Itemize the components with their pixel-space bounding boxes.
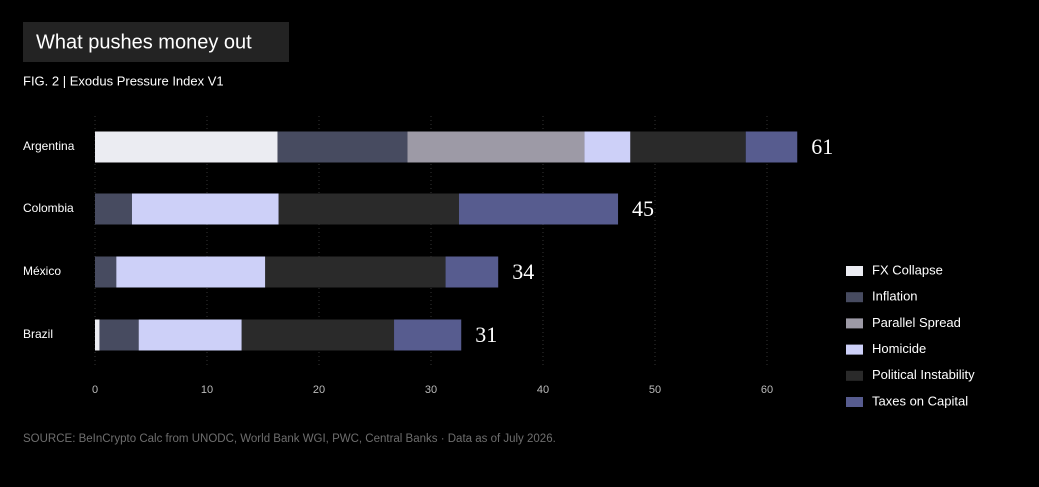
bar-segment (131, 193, 279, 225)
x-tick-label: 30 (425, 384, 437, 396)
y-tick-label: Colombia (23, 201, 74, 215)
bar-segment (745, 131, 798, 163)
bar-segment (265, 256, 446, 288)
total-label: 34 (512, 259, 534, 284)
total-label: 31 (475, 322, 497, 347)
bar-segment (95, 319, 100, 351)
legend-swatch (846, 318, 863, 329)
legend-label: Political Instability (872, 367, 975, 382)
bar-segment (241, 319, 395, 351)
bar-segment (278, 193, 459, 225)
bar-segment (277, 131, 408, 163)
legend-swatch (846, 370, 863, 381)
source-note: SOURCE: BeInCrypto Calc from UNODC, Worl… (23, 433, 556, 445)
chart-title: What pushes money out (36, 31, 252, 53)
legend-label: Homicide (872, 341, 926, 356)
legend-label: Inflation (872, 289, 918, 304)
bar-segment (95, 256, 117, 288)
x-tick-label: 50 (649, 384, 661, 396)
x-tick-label: 60 (761, 384, 773, 396)
bar-segment (116, 256, 266, 288)
title-box (23, 22, 289, 62)
chart-subtitle: FIG. 2 | Exodus Pressure Index V1 (23, 73, 224, 88)
legend-swatch (846, 344, 863, 355)
total-label: 45 (632, 196, 654, 221)
y-tick-label: Brazil (23, 327, 53, 341)
y-tick-label: Argentina (23, 139, 75, 153)
y-tick-label: México (23, 264, 61, 278)
legend-swatch (846, 266, 863, 276)
bar-segment (138, 319, 242, 351)
legend-label: Taxes on Capital (872, 393, 968, 408)
bar-segment (95, 131, 278, 163)
x-tick-label: 40 (537, 384, 549, 396)
bar-segment (407, 131, 585, 163)
bar-segment (99, 319, 139, 351)
x-tick-label: 10 (201, 384, 213, 396)
bar-segment (630, 131, 746, 163)
bar-segment (584, 131, 631, 163)
legend-swatch (846, 397, 863, 407)
x-tick-label: 20 (313, 384, 325, 396)
legend-label: FX Collapse (872, 262, 943, 277)
legend-swatch (846, 292, 863, 303)
bar-segment (459, 193, 619, 225)
legend-label: Parallel Spread (872, 315, 961, 330)
bar-segment (394, 319, 462, 351)
x-tick-label: 0 (92, 384, 98, 396)
bar-segment (445, 256, 499, 288)
total-label: 61 (811, 134, 833, 159)
bar-segment (95, 193, 132, 225)
